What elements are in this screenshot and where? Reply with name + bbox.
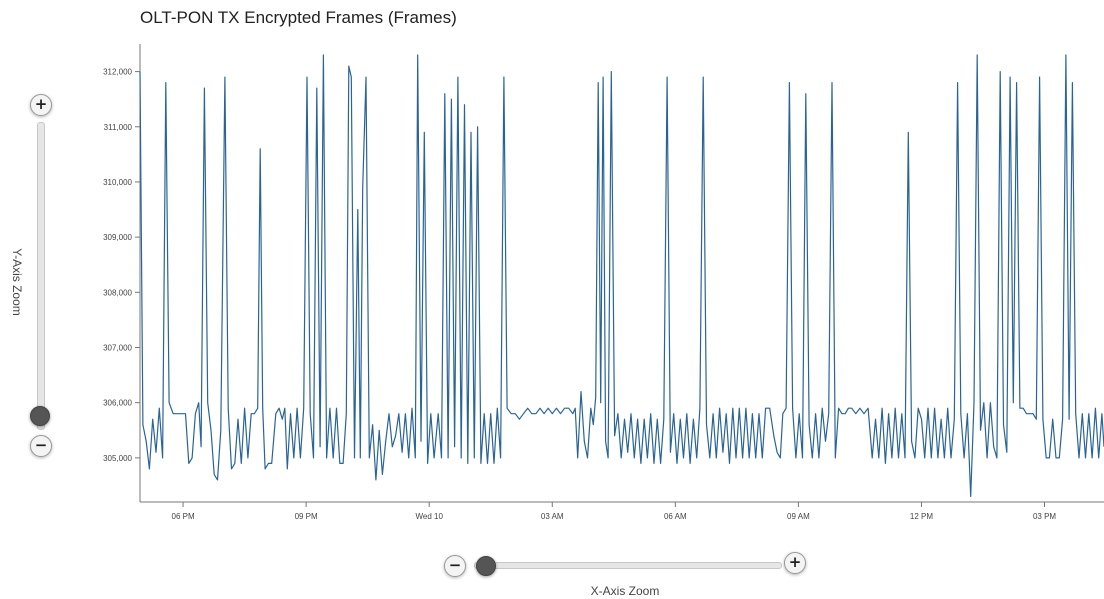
- y-tick-label: 307,000: [103, 343, 132, 352]
- x-tick-label: 06 PM: [172, 512, 195, 521]
- y-tick-label: 312,000: [103, 68, 132, 77]
- y-tick-label: 309,000: [103, 233, 132, 242]
- y-zoom-in-button[interactable]: +: [30, 94, 52, 116]
- y-zoom-slider-track[interactable]: [37, 122, 45, 430]
- series-line: [139, 54, 1104, 498]
- x-tick-label: 09 PM: [295, 512, 318, 521]
- x-zoom-slider-handle[interactable]: [476, 556, 496, 576]
- y-zoom-out-button[interactable]: −: [30, 435, 52, 457]
- line-chart: 305,000 306,000 307,000 308,000 309,000 310,0…: [103, 44, 1104, 521]
- x-zoom-out-button[interactable]: −: [444, 555, 466, 577]
- y-tick-label: 306,000: [103, 399, 132, 408]
- x-tick-label: 03 PM: [1033, 512, 1056, 521]
- x-tick-label: Wed 10: [415, 512, 443, 521]
- y-tick-label: 311,000: [104, 123, 133, 132]
- x-zoom-slider-track[interactable]: [474, 562, 782, 569]
- x-tick-label: 09 AM: [787, 512, 810, 521]
- y-zoom-slider-handle[interactable]: [30, 406, 50, 426]
- x-zoom-in-button[interactable]: +: [784, 552, 806, 574]
- x-axis-zoom-label: X-Axis Zoom: [590, 584, 660, 598]
- y-tick-label: 310,000: [103, 178, 132, 187]
- x-tick-label: 03 AM: [541, 512, 564, 521]
- x-tick-label: 12 PM: [910, 512, 933, 521]
- y-tick-label: 305,000: [103, 454, 132, 463]
- x-tick-label: 06 AM: [664, 512, 687, 521]
- chart-title: OLT-PON TX Encrypted Frames (Frames): [140, 8, 457, 27]
- y-tick-label: 308,000: [103, 288, 132, 297]
